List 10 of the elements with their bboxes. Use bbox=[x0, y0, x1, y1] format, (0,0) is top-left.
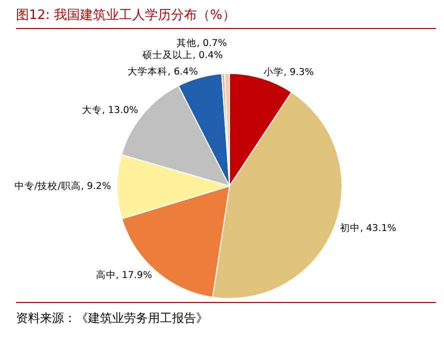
slice-label: 高中, 17.9% bbox=[96, 269, 152, 282]
slice-label: 中专/技校/职高, 9.2% bbox=[14, 180, 111, 192]
chart-title: 图12: 我国建筑业工人学历分布（%） bbox=[16, 7, 236, 24]
slice-label: 硕士及以上, 0.4% bbox=[142, 49, 223, 62]
slice-label: 其他, 0.7% bbox=[176, 36, 227, 49]
text: 资料来源：《建筑业劳务用工报告》 bbox=[16, 310, 208, 327]
slice-label: 大学本科, 6.4% bbox=[128, 65, 198, 78]
slice-label: 大专, 13.0% bbox=[82, 104, 138, 116]
slice-label: 小学, 9.3% bbox=[264, 66, 314, 78]
slice-label: 初中, 43.1% bbox=[340, 222, 396, 234]
